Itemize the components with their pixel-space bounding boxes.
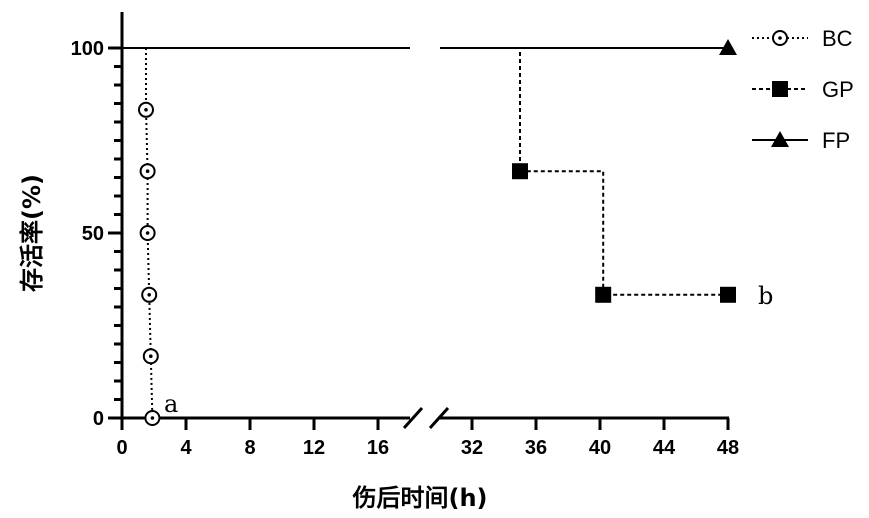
x-tick-label: 44 bbox=[653, 437, 676, 459]
x-tick-label: 0 bbox=[116, 437, 127, 459]
axis-break-mark bbox=[402, 406, 424, 430]
legend-label-bc: BC bbox=[822, 26, 853, 51]
annotation-b: b bbox=[758, 282, 773, 310]
legend-label-gp: GP bbox=[822, 77, 854, 102]
y-tick-label: 0 bbox=[93, 408, 104, 430]
x-tick-label: 12 bbox=[303, 437, 325, 459]
series-gp-point bbox=[512, 163, 528, 180]
x-tick-label: 4 bbox=[180, 437, 192, 459]
series-bc-point-dot bbox=[150, 416, 155, 420]
series-gp-point bbox=[720, 286, 736, 303]
annotation-a: a bbox=[164, 390, 178, 418]
y-tick-label: 100 bbox=[71, 38, 104, 60]
series-fp-point bbox=[719, 39, 737, 55]
x-tick-label: 16 bbox=[367, 437, 389, 459]
x-tick-label: 32 bbox=[461, 437, 483, 459]
x-axis-title: 伤后时间(h) bbox=[351, 484, 487, 512]
x-tick-label: 48 bbox=[717, 437, 739, 459]
x-tick-label: 36 bbox=[525, 437, 547, 459]
legend-marker-fp bbox=[771, 131, 789, 147]
series-gp-point bbox=[595, 286, 612, 303]
legend-label-fp: FP bbox=[822, 128, 850, 153]
axis-break-mark bbox=[428, 406, 450, 430]
legend-marker-bc-dot bbox=[778, 36, 782, 40]
series-bc-point-dot bbox=[144, 107, 148, 112]
series-bc-point-dot bbox=[147, 292, 151, 297]
x-tick-label: 40 bbox=[589, 437, 611, 459]
series-bc-point-dot bbox=[145, 169, 150, 174]
series-bc-point-dot bbox=[149, 354, 153, 359]
y-axis-title: 存活率(%) bbox=[18, 174, 46, 292]
series-bc-point-dot bbox=[145, 231, 150, 235]
series-gp-line bbox=[440, 47, 728, 296]
legend-marker-gp bbox=[772, 81, 788, 97]
y-tick-label: 50 bbox=[82, 223, 104, 245]
x-tick-label: 8 bbox=[244, 437, 255, 459]
